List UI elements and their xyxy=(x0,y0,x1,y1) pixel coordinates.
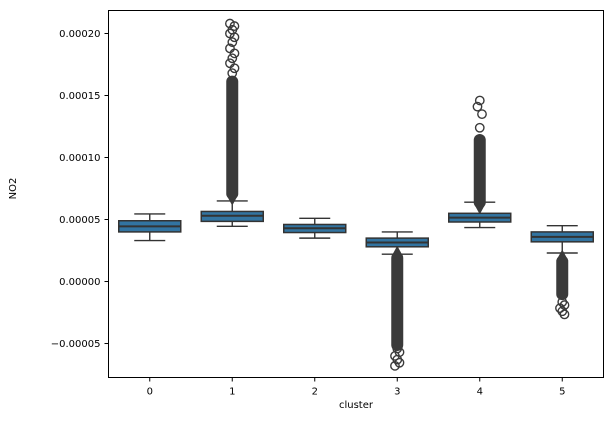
plot-area xyxy=(108,10,604,378)
outlier-circle xyxy=(225,43,235,54)
y-axis-title: NO2 xyxy=(8,178,19,200)
outlier-column-tip xyxy=(473,203,486,215)
outlier-dense-column xyxy=(556,255,569,301)
x-axis-tick-label: 0 xyxy=(147,387,153,398)
boxplot-cluster-2 xyxy=(283,217,347,239)
y-axis-tick-label: 0.00010 xyxy=(59,153,100,164)
outlier-column-tip xyxy=(226,194,239,206)
boxplot-cluster-3 xyxy=(365,231,429,371)
outlier-dense-column xyxy=(391,251,404,351)
outlier-circle xyxy=(557,297,568,307)
outlier-circle xyxy=(555,303,565,314)
outlier-circle xyxy=(225,18,235,29)
boxplot-cluster-0 xyxy=(118,213,182,242)
outlier-circle xyxy=(474,122,485,133)
outlier-circle xyxy=(227,68,238,79)
outlier-circle xyxy=(227,37,238,48)
y-axis-tick-label: 0.00000 xyxy=(59,277,100,288)
outlier-circle xyxy=(225,58,235,69)
y-axis-tick-label: 0.00005 xyxy=(59,215,100,226)
boxplot-cluster-5 xyxy=(530,225,594,320)
outlier-circle xyxy=(227,53,238,64)
y-axis-tick-label: 0.00015 xyxy=(59,91,100,102)
outlier-circle xyxy=(477,109,487,120)
outlier-dense-column xyxy=(473,133,486,209)
outlier-circle xyxy=(390,360,400,371)
outlier-column-tip xyxy=(391,245,404,257)
x-axis-tick-label: 3 xyxy=(394,387,400,398)
x-axis-tick-label: 2 xyxy=(312,387,318,398)
x-axis-title: cluster xyxy=(339,400,374,411)
x-axis-tick-label: 4 xyxy=(477,387,483,398)
boxplot-cluster-1 xyxy=(200,18,264,228)
outlier-circle xyxy=(559,309,570,320)
outlier-dense-column xyxy=(226,75,239,200)
x-axis-tick-label: 1 xyxy=(229,387,235,398)
y-axis-tick-label: −0.00005 xyxy=(51,339,101,350)
outlier-circle xyxy=(474,95,485,106)
boxplot-cluster-4 xyxy=(448,95,512,229)
x-axis-tick-label: 5 xyxy=(559,387,565,398)
outlier-column-tip xyxy=(556,249,569,261)
y-axis-tick-label: 0.00020 xyxy=(59,29,100,40)
outlier-circle xyxy=(472,101,483,112)
